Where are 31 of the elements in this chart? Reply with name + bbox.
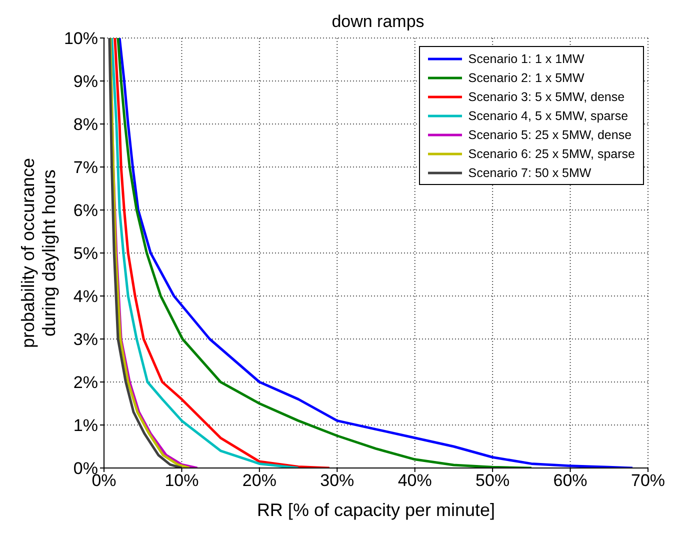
y-tick-label: 3% (73, 330, 98, 350)
legend-label: Scenario 7: 50 x 5MW (468, 166, 592, 180)
legend-label: Scenario 3: 5 x 5MW, dense (468, 90, 625, 104)
legend-label: Scenario 6: 25 x 5MW, sparse (468, 146, 635, 160)
x-tick-label: 10% (164, 471, 199, 490)
y-tick-label: 9% (73, 72, 98, 92)
y-tick-label: 2% (73, 373, 98, 392)
chart-title: down ramps (330, 12, 426, 32)
y-tick-label: 7% (73, 158, 98, 178)
y-axis-title: probability of occurance during daylight hours (18, 158, 59, 348)
y-tick-label: 8% (73, 115, 98, 134)
line-series (114, 38, 331, 468)
x-tick-label: 60% (553, 471, 588, 490)
x-axis-title: RR [% of capacity per minute] (256, 500, 496, 520)
line-series (116, 38, 533, 468)
x-tick-label: 70% (630, 471, 666, 490)
y-tick-label: 10% (64, 29, 98, 48)
y-tick-label: 6% (73, 201, 98, 220)
y-tick-label: 1% (73, 416, 98, 436)
x-tick-label: 50% (476, 471, 510, 490)
line-series (110, 38, 300, 468)
x-tick-label: 30% (320, 471, 354, 490)
x-tick-label: 20% (242, 471, 276, 490)
legend-label: Scenario 2: 1 x 5MW (468, 70, 584, 84)
legend-label: Scenario 4, 5 x 5MW, sparse (468, 108, 628, 122)
y-tick-label: 4% (73, 287, 98, 306)
y-tick-label: 5% (73, 244, 98, 264)
x-tick-label: 40% (398, 471, 432, 490)
line-series (118, 38, 634, 468)
legend-label: Scenario 5: 25 x 5MW, dense (468, 128, 632, 142)
legend-label: Scenario 1: 1 x 1MW (468, 52, 584, 66)
